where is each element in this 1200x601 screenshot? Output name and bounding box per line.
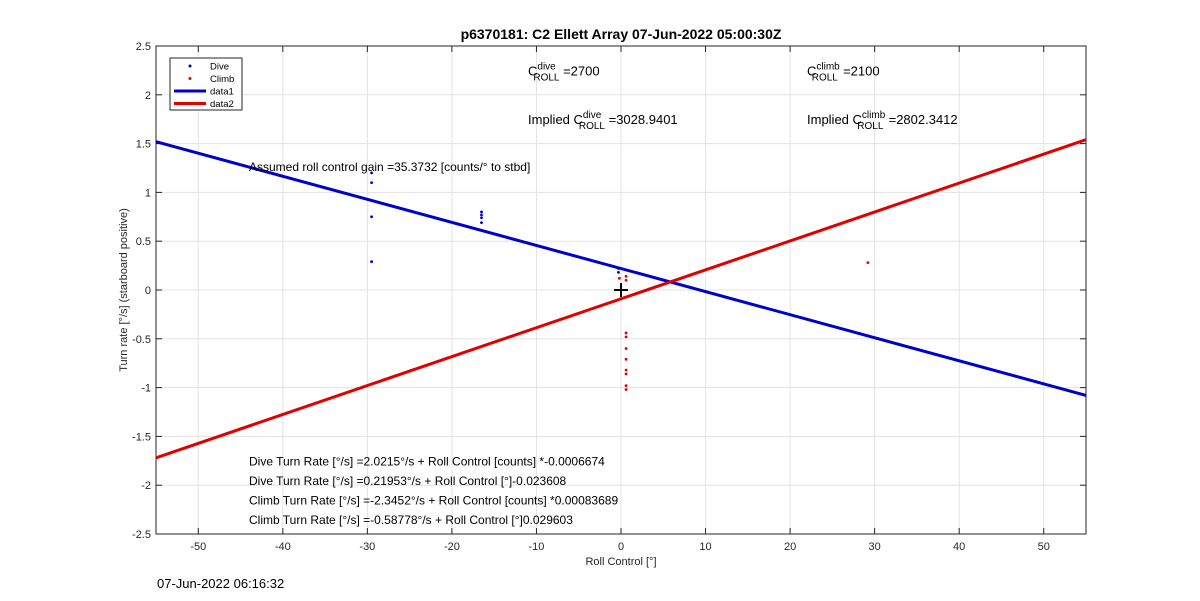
climb-point: [624, 274, 628, 278]
legend-label: data1: [210, 87, 234, 98]
roll-gain-annotation: Assumed roll control gain =35.3732 [coun…: [249, 160, 530, 174]
x-tick-label: -20: [444, 541, 460, 553]
y-tick-label: 2: [145, 90, 151, 102]
dive-point: [480, 216, 483, 220]
dive-point: [370, 181, 373, 185]
legend-item: data1: [174, 87, 234, 98]
legend-box: [169, 57, 243, 111]
c-roll-dive-annotation: Cdive ROLL =2700: [528, 61, 600, 83]
legend-marker: [188, 77, 192, 80]
dive-point: [480, 213, 483, 217]
legend-label: Climb: [210, 74, 234, 85]
x-axis-label: Roll Control [°]: [585, 556, 656, 568]
chart-title: p6370181: C2 Ellett Array 07-Jun-2022 05…: [461, 26, 782, 42]
y-tick-label: 1: [145, 187, 151, 199]
plot-series: [156, 138, 1086, 460]
data1-fit-line: [156, 140, 1086, 397]
x-tick-label: 20: [784, 541, 796, 553]
y-tick-label: 0.5: [136, 236, 151, 248]
fit-equation-annotation: Dive Turn Rate [°/s] =0.21953°/s + Roll …: [249, 474, 567, 488]
x-tick-label: -40: [275, 541, 291, 553]
y-tick-label: -1: [141, 383, 151, 395]
print-timestamp: 07-Jun-2022 06:16:32: [157, 576, 285, 591]
dive-point: [370, 260, 373, 264]
climb-point: [624, 347, 628, 350]
climb-point: [624, 331, 628, 335]
climb-point: [624, 372, 628, 376]
data2-fit-line: [156, 138, 1086, 460]
y-tick-label: -1.5: [132, 431, 151, 443]
y-tick-label: -0.5: [132, 334, 151, 346]
y-tick-label: -2: [141, 480, 151, 492]
x-tick-label: -50: [190, 541, 206, 553]
origin-cross-marker: [614, 283, 628, 297]
climb-point: [624, 335, 628, 339]
legend-item: data2: [174, 99, 234, 110]
dive-point: [370, 215, 373, 219]
fit-equation-annotation: Climb Turn Rate [°/s] =-2.3452°/s + Roll…: [249, 494, 618, 508]
dive-point: [617, 271, 620, 274]
y-tick-label: 0: [145, 285, 151, 297]
y-axis-label: Turn rate [°/s] (starboard positive): [118, 208, 130, 372]
x-tick-label: 10: [699, 541, 711, 553]
climb-point: [624, 384, 628, 388]
implied-c-roll-climb-annotation: Implied Cclimb ROLL =2802.3412: [807, 110, 958, 132]
c-roll-climb-annotation: Cclimb ROLL =2100: [807, 61, 880, 83]
x-tick-label: 40: [953, 541, 965, 553]
climb-point: [624, 278, 628, 282]
climb-point: [624, 368, 628, 372]
y-tick-label: 1.5: [136, 139, 151, 151]
legend-item: Dive: [188, 62, 229, 73]
dive-point: [480, 221, 483, 225]
legend-marker: [188, 64, 192, 68]
climb-point: [866, 261, 870, 265]
climb-point: [624, 357, 628, 361]
climb-point: [617, 276, 621, 280]
implied-c-roll-dive-annotation: Implied Cdive ROLL =3028.9401: [528, 110, 678, 132]
legend-item: Climb: [188, 74, 234, 85]
x-tick-label: -30: [359, 541, 375, 553]
y-tick-label: -2.5: [132, 529, 151, 541]
x-tick-label: -10: [529, 541, 545, 553]
x-tick-label: 30: [869, 541, 881, 553]
dive-point: [370, 171, 373, 175]
dive-point: [480, 210, 483, 214]
x-tick-label: 50: [1038, 541, 1050, 553]
fit-equation-annotation: Climb Turn Rate [°/s] =-0.58778°/s + Rol…: [249, 513, 573, 527]
legend-label: data2: [210, 99, 234, 110]
climb-point: [624, 388, 628, 391]
x-tick-label: 0: [618, 541, 624, 553]
y-tick-label: 2.5: [136, 41, 151, 53]
legend-label: Dive: [210, 62, 229, 73]
fit-equation-annotation: Dive Turn Rate [°/s] =2.0215°/s + Roll C…: [249, 455, 605, 469]
